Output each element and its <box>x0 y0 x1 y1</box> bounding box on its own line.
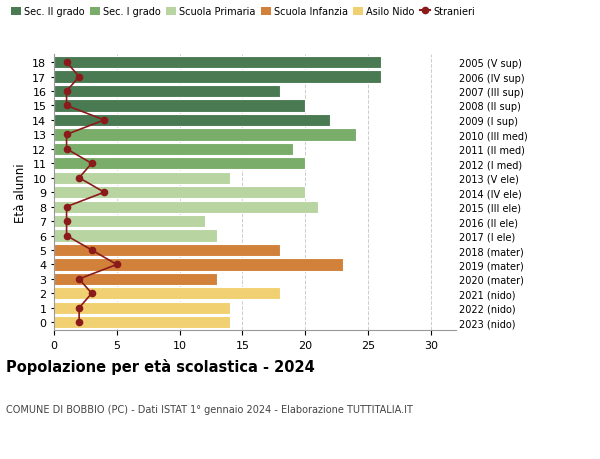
Y-axis label: Età alunni: Età alunni <box>14 163 26 223</box>
Bar <box>54 57 380 69</box>
Bar <box>54 302 230 314</box>
Bar <box>54 158 305 170</box>
Bar <box>54 288 280 300</box>
Bar <box>54 115 331 127</box>
Bar <box>54 86 280 98</box>
Bar <box>54 273 217 285</box>
Bar <box>54 71 380 84</box>
Y-axis label: Anni di nascita: Anni di nascita <box>598 149 600 236</box>
Bar <box>54 259 343 271</box>
Bar <box>54 100 305 112</box>
Bar <box>54 201 318 213</box>
Text: Popolazione per età scolastica - 2024: Popolazione per età scolastica - 2024 <box>6 358 315 374</box>
Bar <box>54 244 280 257</box>
Bar <box>54 172 230 185</box>
Text: COMUNE DI BOBBIO (PC) - Dati ISTAT 1° gennaio 2024 - Elaborazione TUTTITALIA.IT: COMUNE DI BOBBIO (PC) - Dati ISTAT 1° ge… <box>6 404 413 414</box>
Bar <box>54 215 205 228</box>
Bar <box>54 316 230 329</box>
Bar <box>54 143 293 156</box>
Bar <box>54 129 355 141</box>
Bar <box>54 230 217 242</box>
Bar <box>54 187 305 199</box>
Legend: Sec. II grado, Sec. I grado, Scuola Primaria, Scuola Infanzia, Asilo Nido, Stran: Sec. II grado, Sec. I grado, Scuola Prim… <box>11 7 475 17</box>
